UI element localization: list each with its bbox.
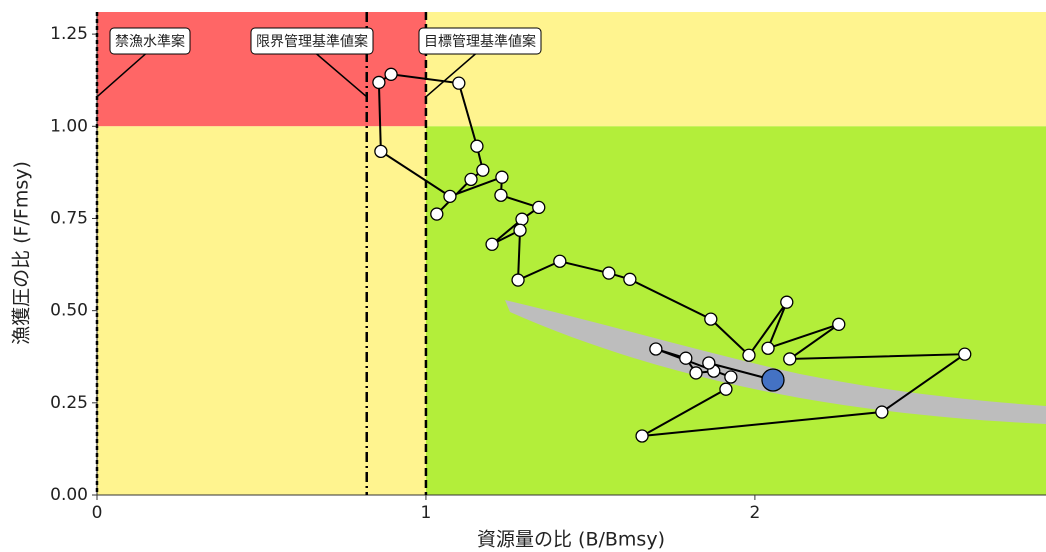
point: [635, 429, 649, 443]
point: [724, 370, 738, 384]
point: [553, 254, 567, 268]
point: [783, 352, 797, 366]
y-tick-label: 1.00: [50, 116, 88, 136]
y-tick-label: 0.00: [50, 485, 88, 505]
label-box: [250, 27, 374, 55]
point: [485, 237, 499, 251]
y-axis-title: 漁獲圧の比 (F/Fmsy): [11, 161, 33, 345]
point: [476, 163, 490, 177]
y-tick-label: 0.75: [50, 208, 88, 228]
point: [875, 405, 889, 419]
point: [384, 67, 398, 81]
point: [494, 188, 508, 202]
reference-label: 目標管理基準値案: [424, 33, 536, 50]
point: [513, 223, 527, 237]
point: [958, 347, 972, 361]
label-box: [109, 27, 191, 55]
zones: [97, 12, 1046, 496]
point: [679, 351, 693, 365]
point: [780, 295, 794, 309]
label-box: [418, 27, 542, 55]
x-axis-title: 資源量の比 (B/Bmsy): [477, 529, 665, 551]
point: [470, 139, 484, 153]
point: [511, 273, 525, 287]
point: [515, 212, 529, 226]
reference-label: 禁漁水準案: [115, 33, 185, 50]
point: [532, 200, 546, 215]
point: [430, 207, 444, 221]
latest-point: [761, 368, 785, 392]
x-tick-label: 1: [421, 503, 432, 523]
leader-line: [425, 49, 481, 98]
point: [649, 342, 663, 356]
point: [372, 75, 386, 90]
point: [443, 189, 457, 204]
point: [452, 76, 466, 90]
point: [742, 348, 756, 362]
point: [832, 317, 846, 331]
zone: [97, 126, 426, 496]
x-tick-label: 2: [749, 503, 760, 523]
point: [689, 366, 703, 380]
y-tick-label: 0.50: [50, 301, 88, 321]
point: [719, 382, 733, 396]
point: [623, 272, 637, 286]
point: [704, 312, 718, 326]
y-tick-label: 1.25: [50, 24, 88, 44]
point: [495, 170, 509, 184]
leader-line: [96, 49, 151, 98]
point: [464, 172, 478, 187]
x-tick-label: 0: [92, 503, 103, 523]
point: [761, 341, 775, 355]
leader-line: [311, 49, 368, 98]
point: [374, 144, 388, 159]
y-tick-label: 0.25: [50, 393, 88, 413]
point: [602, 266, 616, 280]
reference-label: 限界管理基準値案: [256, 33, 368, 50]
point: [702, 356, 716, 370]
